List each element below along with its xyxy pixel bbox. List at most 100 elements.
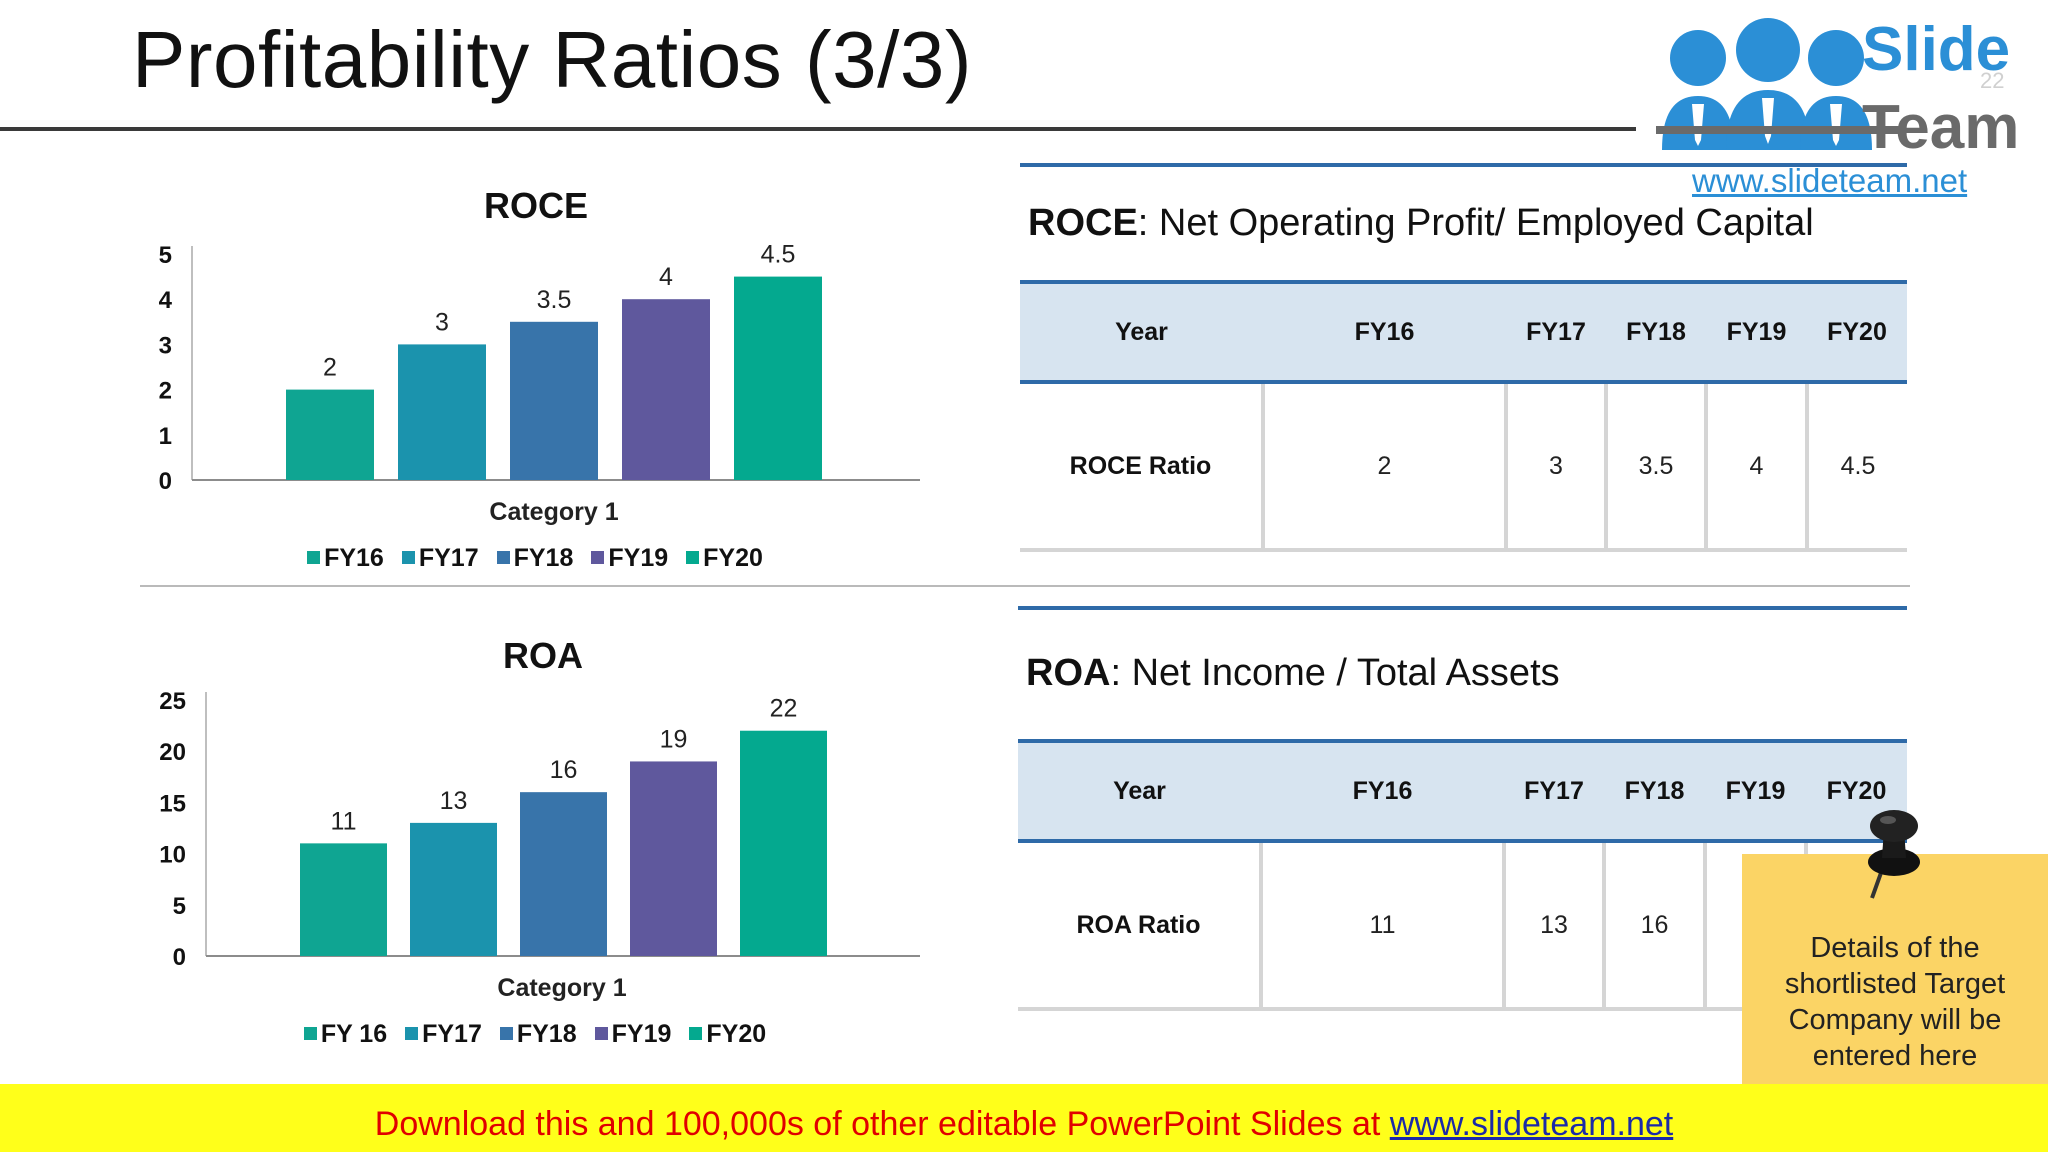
roce-bar-fy17 [398,344,486,480]
table-header-cell: FY16 [1263,280,1506,384]
table-header-cell: FY18 [1604,739,1705,843]
roce-chart-svg: ROCE 0 1 2 3 4 5 2 3 3.5 4 4.5 Category 1 [159,185,920,526]
roa-chart-title: ROA [503,635,583,676]
logo-word-team: Team [1862,93,2020,162]
roce-legend: FY16 FY17 FY18 FY19 FY20 [140,544,930,573]
roa-y-tick-label: 15 [159,790,186,817]
table-header-cell: Year [1020,280,1263,384]
footer-banner: Download this and 100,000s of other edit… [0,1084,2048,1152]
roce-y-tick-label: 4 [159,287,173,314]
slide-title: Profitability Ratios (3/3) [132,15,972,104]
roce-y-tick-label: 1 [159,423,172,450]
table-cell: 3.5 [1606,382,1708,552]
roa-y-tick-label: 20 [159,739,186,766]
row-label: ROA Ratio [1018,841,1263,1011]
roce-legend-item: FY20 [686,544,763,573]
roa-chart: ROA 0 5 10 15 20 25 11 13 16 19 22 Category 1 FY 16 F… [140,620,930,1060]
legend-label: FY19 [608,544,669,572]
legend-label: FY18 [516,1020,577,1048]
footer-link[interactable]: www.slideteam.net [1389,1105,1674,1143]
legend-swatch [499,1027,513,1040]
table-cell: 13 [1504,841,1606,1011]
table-cell: 4 [1706,382,1809,552]
roa-legend: FY 16 FY17 FY18 FY19 FY20 [140,1020,930,1049]
roce-y-tick-label: 3 [159,332,172,359]
legend-swatch [686,551,700,564]
roa-legend-item: FY19 [594,1020,672,1049]
roce-bar-fy19 [622,299,710,480]
roa-table-top-rule [1018,606,1907,610]
legend-swatch [303,1027,317,1040]
roce-y-tick-label: 2 [159,378,172,405]
footer-text: Download this and 100,000s of other edit… [374,1105,1390,1143]
roce-table: Year FY16 FY17 FY18 FY19 FY20 ROCE Ratio… [1020,280,1907,552]
sticky-note-line: Company will be [1788,1004,2002,1036]
roa-table-header-row: Year FY16 FY17 FY18 FY19 FY20 [1018,739,1907,843]
legend-label: FY20 [706,1020,767,1048]
legend-swatch [307,551,321,564]
roa-formula-text: : Net Income / Total Assets [1110,652,1560,694]
sticky-note-text: Details of the shortlisted Target Compan… [1742,930,2048,1074]
push-pin-icon [1868,810,1920,899]
roa-formula-label: ROA [1026,652,1111,694]
roce-table-header-row: Year FY16 FY17 FY18 FY19 FY20 [1020,280,1907,384]
roa-bar-fy19 [630,761,717,956]
table-header-cell: FY19 [1705,739,1806,843]
table-cell: 11 [1261,841,1506,1011]
roce-data-label: 3 [435,308,449,336]
roa-y-tick-label: 10 [159,842,186,869]
roa-data-label: 13 [440,787,468,815]
slideteam-logo: Slide Team www.slideteam.net [1636,0,2048,210]
table-cell: 2 [1263,382,1508,552]
legend-label: FY17 [422,1020,482,1048]
roa-legend-item: FY17 [405,1020,482,1049]
roce-bar-fy16 [286,389,374,480]
legend-swatch [401,551,415,564]
roa-legend-item: FY18 [499,1020,577,1049]
roa-bar-fy18 [520,792,607,956]
legend-swatch [496,551,510,564]
table-header-cell: FY16 [1261,739,1504,843]
roce-data-label: 2 [323,354,337,382]
sticky-note-line: Details of the [1810,932,1980,964]
legend-swatch [689,1027,703,1040]
table-row: ROCE Ratio 2 3 3.5 4 4.5 [1020,382,1907,552]
roce-legend-item: FY17 [401,544,479,573]
roce-bar-fy18 [510,321,598,480]
roa-data-label: 22 [770,695,798,723]
table-cell: 3 [1506,382,1608,552]
table-cell: 16 [1604,841,1707,1011]
roce-legend-item: FY16 [307,544,384,573]
sticky-note-line: shortlisted Target [1784,968,2006,1000]
table-header-cell: FY18 [1606,280,1706,384]
legend-label: FY18 [513,544,574,572]
legend-label: FY16 [324,544,384,572]
legend-label: FY20 [703,544,763,572]
legend-label: FY17 [418,544,479,572]
legend-swatch [594,1027,608,1040]
table-header-cell: FY20 [1807,280,1907,384]
row-label: ROCE Ratio [1020,382,1265,552]
table-cell: 4.5 [1807,382,1907,552]
sticky-note-line: entered here [1812,1040,1978,1072]
roce-legend-item: FY18 [496,544,574,573]
roce-chart-title: ROCE [484,185,588,226]
legend-swatch [591,551,605,564]
roa-x-category-label: Category 1 [497,974,626,1002]
roce-bar-fy20 [734,276,822,480]
roce-table-top-rule [1020,163,1907,167]
table-header-cell: FY19 [1706,280,1807,384]
roa-legend-item: FY20 [689,1020,766,1049]
roce-y-tick-label: 0 [159,468,172,495]
roa-data-label: 11 [331,807,357,835]
roa-legend-item: FY 16 [303,1020,388,1049]
logo-word-slide: Slide [1862,15,2011,84]
roa-formula: ROA: Net Income / Total Assets [1026,652,1560,695]
roa-y-tick-label: 5 [173,893,186,920]
roa-chart-svg: ROA 0 5 10 15 20 25 11 13 16 19 22 Category 1 [159,635,920,1002]
legend-label: FY19 [611,1020,672,1048]
roa-data-label: 16 [550,756,578,784]
page-number: 22 [1980,68,2005,93]
logo-url-link[interactable]: www.slideteam.net [1692,162,1968,199]
legend-label: FY 16 [320,1020,388,1048]
